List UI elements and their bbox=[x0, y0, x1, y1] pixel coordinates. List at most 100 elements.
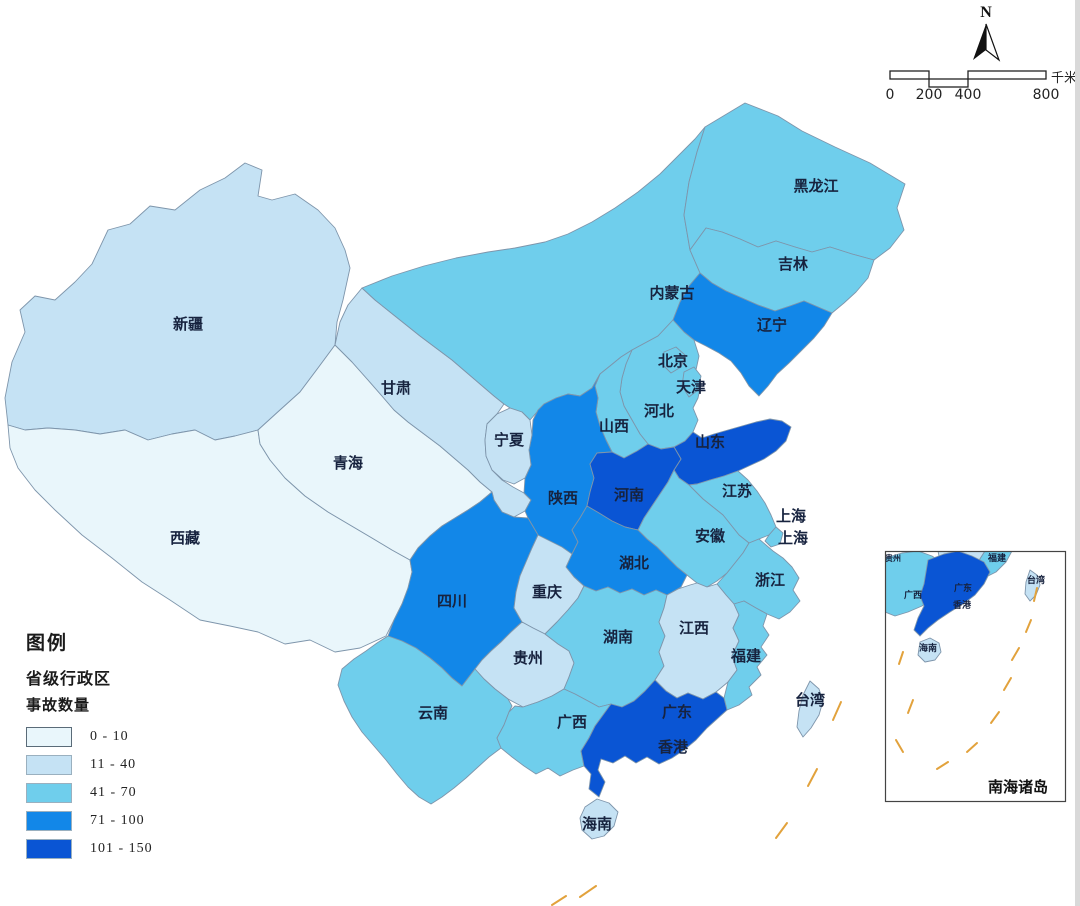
province-label-shanxi: 山西 bbox=[599, 418, 629, 435]
province-label-gansu: 甘肃 bbox=[381, 379, 411, 397]
inset-label-2: 广东 bbox=[954, 582, 972, 593]
legend-range-label: 41 - 70 bbox=[90, 785, 137, 800]
province-guangdong bbox=[580, 679, 728, 798]
legend-swatch bbox=[26, 727, 72, 747]
province-label-jiangsu: 江苏 bbox=[722, 482, 752, 500]
province-label-guangxi: 广西 bbox=[557, 713, 587, 731]
province-label-qinghai: 青海 bbox=[333, 454, 363, 472]
province-label-beijing: 北京 bbox=[658, 352, 688, 370]
legend-row: 71 - 100 bbox=[26, 807, 153, 835]
legend-row: 41 - 70 bbox=[26, 779, 153, 807]
scale-tick-800: 800 bbox=[1033, 87, 1060, 103]
province-label-guizhou: 贵州 bbox=[513, 649, 543, 667]
inset-dashes bbox=[895, 587, 1038, 770]
scale-bar-segment bbox=[928, 78, 969, 88]
inset-region-guangdong bbox=[913, 552, 991, 637]
legend-title: 图例 bbox=[26, 633, 69, 654]
legend-subtitle: 省级行政区 bbox=[26, 671, 112, 688]
legend-range-label: 0 - 10 bbox=[90, 729, 129, 744]
nine-dash-segment bbox=[807, 768, 818, 787]
inset-nine-dash-segment bbox=[990, 711, 1000, 724]
legend-range-label: 11 - 40 bbox=[90, 757, 137, 772]
inset-nine-dash-segment bbox=[1003, 677, 1012, 691]
nine-dash-segment bbox=[551, 895, 567, 906]
province-label-hubei: 湖北 bbox=[619, 555, 649, 572]
scale-tick-0: 0 bbox=[886, 87, 895, 103]
inset-label-6: 海南 bbox=[919, 642, 937, 653]
provinces-layer bbox=[4, 102, 906, 840]
floating-label-0: 上海 bbox=[776, 507, 806, 525]
legend-field-label: 事故数量 bbox=[26, 698, 91, 714]
province-label-ningxia: 宁夏 bbox=[494, 431, 525, 449]
inset-label-0: 贵州 bbox=[885, 553, 901, 563]
province-label-shandong: 山东 bbox=[695, 433, 725, 451]
province-label-shaanxi: 陕西 bbox=[548, 489, 578, 507]
province-label-hainan: 海南 bbox=[582, 815, 612, 833]
inset-title: 南海诸岛 bbox=[988, 778, 1048, 796]
legend-swatch bbox=[26, 811, 72, 831]
north-arrow-label: N bbox=[980, 4, 992, 21]
province-label-yunnan: 云南 bbox=[418, 704, 448, 722]
province-label-liaoning: 辽宁 bbox=[757, 316, 787, 334]
province-label-henan: 河南 bbox=[614, 486, 644, 504]
scale-tick-200: 200 bbox=[916, 87, 943, 103]
inset-label-5: 台湾 bbox=[1027, 574, 1045, 585]
legend-row: 11 - 40 bbox=[26, 751, 153, 779]
scale-bar-segment bbox=[889, 70, 930, 80]
inset-nine-dash-segment bbox=[1011, 647, 1020, 661]
province-label-hunan: 湖南 bbox=[603, 628, 633, 646]
province-label-zhejiang: 浙江 bbox=[755, 571, 785, 589]
province-label-guangdong: 广东 bbox=[662, 703, 692, 721]
inset-label-4: 福建 bbox=[987, 552, 1007, 563]
right-edge-artifact bbox=[1075, 0, 1080, 906]
province-label-heilongjiang: 黑龙江 bbox=[793, 177, 838, 195]
inset-nine-dash-segment bbox=[936, 761, 949, 770]
province-label-fujian: 福建 bbox=[730, 647, 762, 665]
dash-layer bbox=[551, 701, 842, 906]
province-beijing bbox=[661, 346, 686, 374]
province-label-xinjiang: 新疆 bbox=[173, 315, 203, 333]
inset-nine-dash-segment bbox=[1025, 619, 1032, 633]
province-label-tianjin: 天津 bbox=[676, 378, 706, 396]
province-label-jiangxi: 江西 bbox=[679, 619, 709, 637]
legend-rows: 0 - 10 11 - 40 41 - 70 71 - 100 101 - 150 bbox=[26, 723, 153, 863]
province-label-neimenggu: 内蒙古 bbox=[649, 284, 694, 302]
nine-dash-segment bbox=[775, 822, 788, 839]
inset-nine-dash-segment bbox=[966, 742, 978, 753]
nine-dash-segment bbox=[832, 701, 842, 721]
inset-nine-dash-segment bbox=[898, 651, 904, 665]
inset-label-3: 香港 bbox=[952, 599, 972, 610]
scale-unit-label: 千米 bbox=[1051, 70, 1077, 85]
province-tianjin bbox=[681, 366, 702, 398]
scale-tick-400: 400 bbox=[955, 87, 982, 103]
legend-swatch bbox=[26, 839, 72, 859]
province-label-xizang: 西藏 bbox=[170, 529, 200, 547]
province-taiwan bbox=[796, 680, 824, 738]
province-label-hebei: 河北 bbox=[644, 402, 674, 420]
floating-label-1: 上海 bbox=[778, 529, 808, 547]
province-fujian bbox=[723, 600, 770, 711]
legend-swatch bbox=[26, 783, 72, 803]
floating-label-2: 香港 bbox=[658, 738, 689, 756]
legend-range-label: 71 - 100 bbox=[90, 813, 145, 828]
north-arrow-needle-right bbox=[985, 23, 1001, 62]
north-arrow: N bbox=[973, 4, 1001, 62]
province-label-jilin: 吉林 bbox=[778, 255, 809, 273]
scale-bar-segment bbox=[967, 70, 1047, 80]
inset-region-hainan bbox=[917, 637, 942, 663]
province-label-chongqing: 重庆 bbox=[532, 583, 562, 601]
inset-border bbox=[884, 550, 1067, 803]
province-label-anhui: 安徽 bbox=[695, 527, 726, 545]
inset-label-1: 广西 bbox=[904, 589, 922, 600]
province-zhejiang bbox=[716, 538, 801, 620]
province-label-sichuan: 四川 bbox=[437, 593, 467, 610]
legend-row: 101 - 150 bbox=[26, 835, 153, 863]
province-shanghai bbox=[764, 526, 784, 548]
legend: 图例 省级行政区 事故数量 0 - 10 11 - 40 41 - 70 71 - 1… bbox=[26, 628, 153, 863]
legend-row: 0 - 10 bbox=[26, 723, 153, 751]
